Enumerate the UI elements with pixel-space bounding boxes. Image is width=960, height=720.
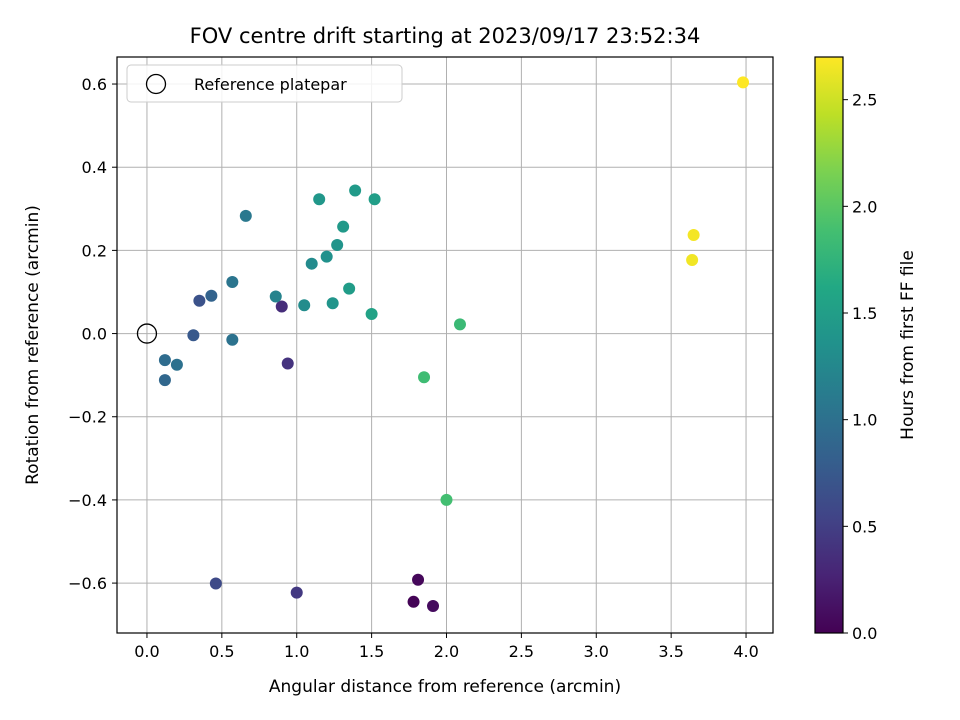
y-tick-label: 0.2: [82, 241, 107, 260]
plot-area: [117, 57, 773, 633]
colorbar-tick-label: 2.5: [852, 91, 877, 110]
data-point: [368, 193, 381, 206]
data-point: [412, 573, 425, 586]
x-axis-title: Angular distance from reference (arcmin): [269, 677, 621, 697]
data-point: [418, 371, 431, 384]
y-tick-label: 0.0: [82, 325, 107, 344]
colorbar-tick-label: 1.5: [852, 304, 877, 323]
colorbar-ticks: 0.0 0.5 1.0 1.5 2.0 2.5: [843, 91, 877, 643]
colorbar-tick-label: 1.0: [852, 411, 877, 430]
reference-marker-layer: [136, 323, 158, 344]
data-point: [440, 493, 453, 506]
y-axis-title: Rotation from reference (arcmin): [23, 205, 43, 485]
x-tick-label: 3.0: [584, 642, 609, 661]
data-point: [290, 586, 303, 599]
data-point: [326, 297, 339, 310]
data-point: [209, 577, 222, 590]
x-tick-label: 2.5: [509, 642, 534, 661]
y-tick-label: 0.6: [82, 75, 107, 94]
data-point: [349, 184, 362, 197]
colorbar-tick-label: 2.0: [852, 197, 877, 216]
x-tick-label: 4.0: [733, 642, 758, 661]
data-point: [337, 220, 350, 233]
data-point: [298, 299, 311, 312]
y-tick-label: −0.4: [68, 491, 107, 510]
colorbar-tick-label: 0.5: [852, 517, 877, 536]
legend-reference-marker: [145, 73, 167, 95]
reference-point-marker: [136, 323, 158, 344]
data-point: [269, 290, 282, 303]
x-axis-ticks: 0.0 0.5 1.0 1.5 2.0 2.5 3.0 3.5 4.0: [134, 633, 759, 661]
legend-label: Reference platepar: [194, 75, 347, 94]
data-point: [453, 318, 466, 331]
data-point: [226, 275, 239, 288]
colorbar-gradient: [815, 57, 843, 633]
data-points: [158, 76, 750, 612]
data-point: [737, 76, 750, 89]
data-point: [170, 358, 183, 371]
data-point: [320, 250, 333, 263]
data-point: [193, 294, 206, 307]
data-point: [305, 257, 318, 270]
x-tick-label: 3.5: [658, 642, 683, 661]
data-point: [365, 308, 378, 321]
x-tick-label: 2.0: [434, 642, 459, 661]
data-point: [687, 228, 700, 241]
y-tick-label: −0.6: [68, 574, 107, 593]
data-point: [226, 333, 239, 346]
colorbar-title: Hours from first FF file: [898, 250, 918, 440]
legend-box: [126, 64, 403, 103]
data-point: [313, 193, 326, 206]
x-tick-label: 1.5: [359, 642, 384, 661]
data-point: [427, 599, 440, 612]
data-point: [158, 374, 171, 387]
data-point: [686, 253, 699, 266]
y-axis-ticks: −0.6 −0.4 −0.2 0.0 0.2 0.4 0.6: [68, 75, 117, 593]
data-point: [343, 282, 356, 295]
chart-title: FOV centre drift starting at 2023/09/17 …: [190, 24, 701, 48]
x-tick-label: 0.0: [134, 642, 159, 661]
data-point: [158, 354, 171, 367]
colorbar-frame: [814, 56, 844, 634]
data-point: [239, 209, 252, 222]
data-point: [331, 238, 344, 251]
x-tick-label: 0.5: [209, 642, 234, 661]
y-tick-label: 0.4: [82, 158, 107, 177]
data-point: [275, 300, 288, 313]
legend: Reference platepar: [126, 64, 403, 103]
data-point: [281, 357, 294, 370]
data-point: [205, 289, 218, 302]
x-tick-label: 1.0: [284, 642, 309, 661]
data-point: [407, 595, 420, 608]
plot-frame: [116, 56, 774, 634]
y-tick-label: −0.2: [68, 408, 107, 427]
colorbar-tick-label: 0.0: [852, 624, 877, 643]
data-point: [187, 329, 200, 342]
